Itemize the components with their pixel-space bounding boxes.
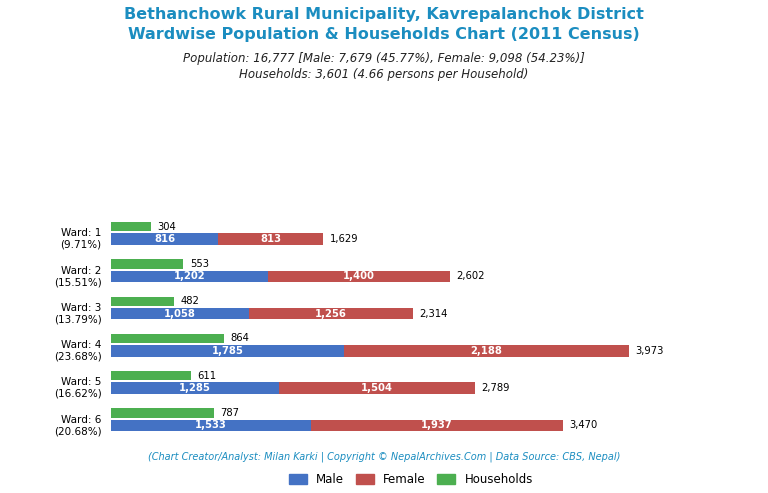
Text: 816: 816	[154, 234, 175, 244]
Bar	[111, 233, 217, 245]
Bar	[111, 420, 311, 431]
Text: 482: 482	[180, 296, 200, 306]
Bar	[111, 271, 268, 282]
Text: 1,785: 1,785	[212, 346, 243, 356]
Text: 1,629: 1,629	[330, 234, 359, 244]
Text: 2,314: 2,314	[419, 309, 448, 318]
Text: 1,285: 1,285	[179, 383, 211, 393]
Bar	[111, 334, 224, 343]
Bar	[111, 296, 174, 306]
Bar	[111, 259, 184, 269]
Bar	[279, 383, 475, 394]
Bar	[111, 222, 151, 231]
Text: 2,789: 2,789	[481, 383, 510, 393]
Bar	[111, 383, 279, 394]
Text: Bethanchowk Rural Municipality, Kavrepalanchok District: Bethanchowk Rural Municipality, Kavrepal…	[124, 7, 644, 22]
Text: 3,470: 3,470	[570, 421, 598, 430]
Text: Wardwise Population & Households Chart (2011 Census): Wardwise Population & Households Chart (…	[128, 27, 640, 42]
Text: 1,504: 1,504	[361, 383, 392, 393]
Text: 611: 611	[197, 371, 217, 381]
Text: 1,937: 1,937	[422, 421, 453, 430]
Text: 2,188: 2,188	[470, 346, 502, 356]
Text: 1,202: 1,202	[174, 271, 205, 282]
Legend: Male, Female, Households: Male, Female, Households	[284, 469, 538, 491]
Bar	[268, 271, 450, 282]
Text: 1,058: 1,058	[164, 309, 196, 318]
Bar	[217, 233, 323, 245]
Text: 813: 813	[260, 234, 281, 244]
Bar	[111, 308, 249, 319]
Text: 1,533: 1,533	[195, 421, 227, 430]
Text: Households: 3,601 (4.66 persons per Household): Households: 3,601 (4.66 persons per Hous…	[240, 68, 528, 81]
Text: 304: 304	[157, 222, 176, 232]
Bar	[344, 345, 629, 356]
Text: 2,602: 2,602	[457, 271, 485, 282]
Text: 3,973: 3,973	[635, 346, 664, 356]
Text: 864: 864	[230, 333, 250, 344]
Bar	[111, 345, 344, 356]
Text: 1,400: 1,400	[343, 271, 375, 282]
Text: 787: 787	[220, 408, 240, 418]
Text: Population: 16,777 [Male: 7,679 (45.77%), Female: 9,098 (54.23%)]: Population: 16,777 [Male: 7,679 (45.77%)…	[183, 52, 585, 65]
Text: 1,256: 1,256	[315, 309, 347, 318]
Text: 553: 553	[190, 259, 209, 269]
Text: (Chart Creator/Analyst: Milan Karki | Copyright © NepalArchives.Com | Data Sourc: (Chart Creator/Analyst: Milan Karki | Co…	[147, 452, 621, 462]
Bar	[249, 308, 412, 319]
Bar	[111, 371, 191, 381]
Bar	[111, 408, 214, 418]
Bar	[311, 420, 563, 431]
